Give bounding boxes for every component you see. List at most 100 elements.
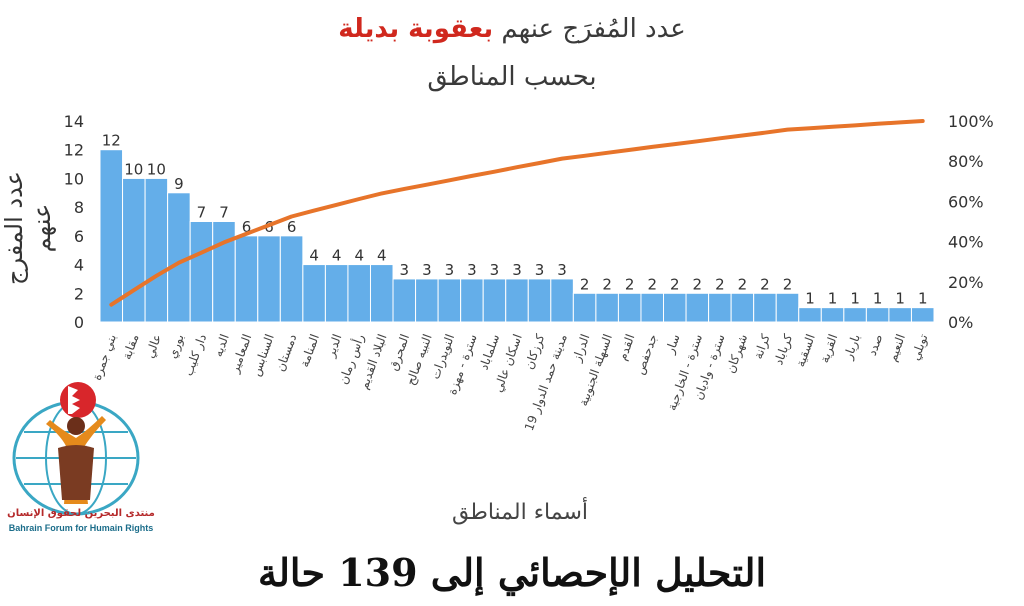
category-label: توبلي [908,332,931,362]
y2-tick-label: 80% [948,152,984,171]
bar [122,177,146,323]
bar [437,278,462,323]
bar-value-label: 4 [354,247,364,265]
logo-arabic-text: منتدى البحرين لحقوق الإنسان [7,508,155,519]
chart-title-prefix: عدد المُفرَج عنهم [501,14,686,44]
bar [505,278,529,323]
y-axis-label: عدد المفرج عنهم [0,171,56,285]
bar-value-label: 2 [715,275,725,293]
bar [910,307,935,323]
bar-value-label: 2 [693,275,703,293]
bar-value-label: 2 [602,275,612,293]
bar [460,278,484,323]
y-tick-label: 14 [64,112,84,131]
bar [257,235,281,323]
category-label: بني جمرة [90,332,121,382]
bar [144,177,169,323]
chart-title-highlight: بعقوبة بديلة [338,14,494,44]
category-label: كرباباد [771,332,796,367]
bar [392,278,417,323]
bar [775,292,800,323]
bar [527,278,552,323]
category-label: السقية [793,332,818,369]
bar-value-label: 7 [197,204,207,222]
bar-value-label: 1 [805,290,815,308]
y2-tick-label: 100% [948,112,994,131]
bar-value-label: 4 [377,247,387,265]
bar-value-label: 2 [783,275,793,293]
bar-value-label: 2 [670,275,680,293]
bar [595,292,619,323]
bahrain-forum-logo [12,382,140,516]
y-tick-label: 8 [74,198,84,217]
bar [730,292,755,323]
bar [640,292,665,323]
y-tick-label: 4 [74,256,84,275]
bar-value-label: 1 [828,290,838,308]
bar [663,292,687,323]
category-label: دمستان [273,332,299,373]
y2-tick-label: 20% [948,273,984,292]
bar-value-label: 1 [895,290,905,308]
y-axis-left: 0 2 4 6 8 10 12 14 [64,112,84,332]
y2-tick-label: 60% [948,192,984,211]
y2-tick-label: 40% [948,233,984,252]
bar [212,221,236,323]
bar-value-label: 1 [873,290,883,308]
bar-value-label: 4 [309,247,319,265]
category-label: النعيم [885,332,908,363]
bar-value-label: 10 [147,160,166,178]
category-label: مقابة [120,332,142,361]
category-label: شهركان [723,332,751,375]
category-label: كرانة [751,332,774,361]
bar-value-label: 2 [738,275,748,293]
category-label: باربار [841,332,864,362]
y-tick-label: 12 [64,141,84,160]
bar [708,292,732,323]
bar [99,149,124,323]
bar [820,307,845,323]
bar [189,221,214,323]
bar-value-label: 1 [850,290,860,308]
category-label: جدحفص [633,332,661,377]
bar-value-label: 2 [647,275,657,293]
bar-value-label: 3 [422,261,432,279]
category-label: سار [662,332,683,356]
category-label: الدير [323,332,345,360]
bar [843,307,867,323]
y-tick-label: 6 [74,227,84,246]
bar [324,264,349,323]
y2-tick-label: 0% [948,313,973,332]
bar-value-label: 2 [580,275,590,293]
category-label: صدد [865,332,886,357]
footer-caption: التحليل الإحصائي إلى 139 حالة [0,540,1024,606]
bar-value-label: 3 [400,261,410,279]
bar-value-label: 1 [918,290,928,308]
y-tick-label: 2 [74,284,84,303]
bar-value-label: 3 [557,261,567,279]
category-label: القدم [615,332,637,362]
bar-value-label: 10 [124,160,143,178]
chart-title: عدد المُفرَج عنهم بعقوبة بديلة [0,14,1024,44]
x-axis-label: أسماء المناطق [451,500,589,525]
bar [550,278,574,323]
bar [865,307,890,323]
bar-value-label: 6 [287,218,297,236]
bar-value-label: 3 [445,261,455,279]
bar-value-label: 3 [467,261,477,279]
bar-value-label: 3 [490,261,500,279]
category-label: المنامة [297,332,322,369]
category-label: عالي [143,332,165,360]
bar [415,278,439,323]
category-label: الديه [211,332,232,358]
bar [279,235,304,323]
y-tick-label: 0 [74,313,84,332]
bar [572,292,597,323]
bar [347,264,371,323]
bar-value-label: 2 [625,275,635,293]
category-label: بوري [165,332,188,360]
cumulative-percent-line [109,119,925,307]
bar [234,235,259,323]
